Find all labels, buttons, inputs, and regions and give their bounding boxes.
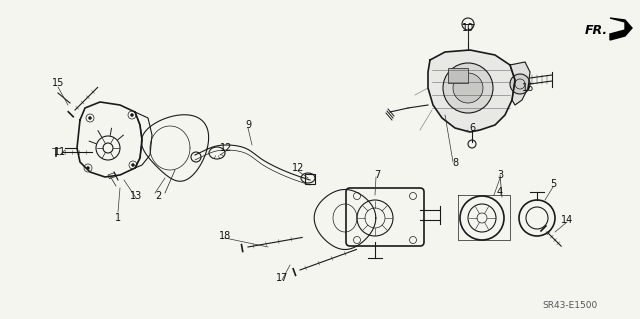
Circle shape: [131, 164, 134, 167]
Text: 4: 4: [497, 187, 503, 197]
Circle shape: [453, 73, 483, 103]
Text: 13: 13: [130, 191, 142, 201]
Text: FR.: FR.: [585, 24, 608, 36]
Text: 10: 10: [462, 23, 474, 33]
Text: 3: 3: [497, 170, 503, 180]
Text: 16: 16: [522, 83, 534, 93]
Circle shape: [131, 114, 134, 116]
Bar: [448, 68, 468, 83]
Text: 14: 14: [561, 215, 573, 225]
Text: SR43-E1500: SR43-E1500: [542, 300, 598, 309]
Text: 9: 9: [245, 120, 251, 130]
Circle shape: [443, 63, 493, 113]
Text: 8: 8: [452, 158, 458, 168]
Bar: [108, 173, 116, 179]
Text: 7: 7: [374, 170, 380, 180]
Polygon shape: [428, 50, 515, 132]
Polygon shape: [510, 62, 530, 105]
Text: 1: 1: [115, 213, 121, 223]
Text: 17: 17: [276, 273, 288, 283]
Bar: [305, 174, 315, 184]
Text: 12: 12: [292, 163, 304, 173]
Text: 11: 11: [54, 147, 66, 157]
Polygon shape: [610, 18, 632, 40]
Text: 12: 12: [220, 143, 232, 153]
Text: 6: 6: [469, 123, 475, 133]
Circle shape: [86, 167, 90, 169]
Text: 2: 2: [155, 191, 161, 201]
Text: 15: 15: [52, 78, 64, 88]
Circle shape: [510, 74, 530, 94]
Text: 18: 18: [219, 231, 231, 241]
Circle shape: [88, 116, 92, 120]
Text: 5: 5: [550, 179, 556, 189]
